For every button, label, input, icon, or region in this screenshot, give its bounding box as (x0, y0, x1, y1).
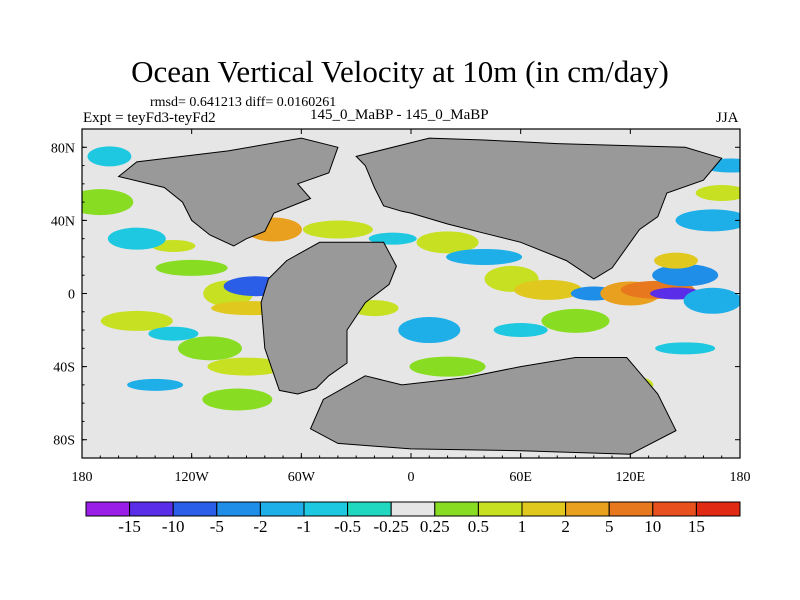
colorbar-swatch (390, 501, 436, 517)
anomaly-patch (107, 227, 166, 250)
colorbar-swatch (347, 501, 392, 517)
y-tick-label: 80N (51, 141, 75, 156)
anomaly-patch (652, 264, 719, 287)
colorbar-label: 0.5 (468, 517, 489, 536)
x-tick-label: 60E (509, 470, 532, 485)
colorbar-swatch (477, 501, 523, 517)
season-label: JJA (716, 110, 739, 126)
anomaly-layer (82, 146, 740, 411)
colorbar-label: -0.25 (373, 517, 408, 536)
anomaly-patch (127, 378, 184, 391)
x-tick-label: 120E (616, 470, 646, 485)
anomaly-patch (541, 308, 610, 333)
anomaly-patch (446, 248, 523, 265)
land-africa-antarctica (309, 357, 677, 455)
center-label: 145_0_MaBP - 145_0_MaBP (310, 107, 489, 123)
colorbar-swatch (695, 501, 741, 517)
land-north-america (117, 137, 339, 247)
anomaly-patch (100, 310, 173, 331)
x-axis: 180 120W 60W 0 60E 120E 180 (72, 129, 751, 485)
anomaly-patch (655, 342, 716, 355)
colorbar-swatch (434, 501, 479, 517)
colorbar-label: 5 (605, 517, 614, 536)
colorbar-swatch (129, 501, 174, 517)
colorbar-label: 0.25 (420, 517, 450, 536)
colorbar-label: -5 (210, 517, 224, 536)
colorbar-label: -10 (162, 517, 185, 536)
y-axis: 80N 40N 0 40S 80S (51, 128, 740, 459)
x-tick-label: 60W (288, 470, 316, 485)
anomaly-patch (207, 357, 286, 376)
anomaly-patch (493, 323, 548, 338)
colorbar-swatch (608, 501, 654, 517)
anomaly-patch (87, 146, 132, 167)
anomaly-patch (683, 287, 740, 314)
colorbar-swatch (85, 501, 131, 517)
colorbar-label: -0.5 (334, 517, 361, 536)
y-tick-label: 40S (53, 361, 75, 376)
colorbar-label: 10 (644, 517, 661, 536)
colorbar-label: 2 (561, 517, 570, 536)
colorbar-label: 15 (688, 517, 705, 536)
colorbar-label: -15 (118, 517, 141, 536)
x-tick-label: 0 (408, 470, 415, 485)
colorbar-label: -2 (253, 517, 267, 536)
anomaly-patch (155, 259, 228, 276)
x-tick-label: 180 (730, 470, 751, 485)
anomaly-patch (302, 220, 373, 239)
y-tick-label: 80S (53, 434, 75, 449)
land-south-america (260, 241, 397, 395)
anomaly-patch (409, 356, 486, 377)
colorbar-swatch (216, 501, 261, 517)
anomaly-patch (398, 317, 461, 344)
y-tick-label: 0 (68, 288, 75, 303)
anomaly-patch (416, 231, 479, 254)
anomaly-patch (177, 336, 242, 361)
colorbar-label: 1 (518, 517, 527, 536)
colorbar: -15 -10 -5 -2 -1 -0.5 -0.25 0.25 0.5 1 2 5 10 15 (85, 501, 741, 536)
colorbar-swatch (303, 501, 349, 517)
land-layer (117, 137, 723, 455)
anomaly-patch (202, 388, 273, 411)
colorbar-swatch (565, 501, 610, 517)
chart-title: Ocean Vertical Velocity at 10m (in cm/da… (131, 54, 669, 89)
anomaly-patch (654, 252, 699, 269)
x-tick-label: 180 (72, 470, 93, 485)
anomaly-patch (368, 232, 417, 245)
anomaly-patch (675, 209, 740, 232)
colorbar-swatch (172, 501, 218, 517)
anomaly-patch (695, 184, 740, 201)
colorbar-swatch (652, 501, 697, 517)
colorbar-label: -1 (297, 517, 311, 536)
anomaly-patch (514, 279, 583, 300)
colorbar-swatch (259, 501, 305, 517)
anomaly-patch (82, 189, 134, 216)
x-tick-label: 120W (175, 470, 210, 485)
colorbar-swatch (521, 501, 567, 517)
anomaly-patch (148, 326, 199, 341)
stats-text: rmsd= 0.641213 diff= 0.0160261 (150, 95, 337, 110)
experiment-label: Expt = teyFd3-teyFd2 (83, 110, 216, 126)
y-tick-label: 40N (51, 214, 75, 229)
land-eurasia (355, 137, 723, 280)
